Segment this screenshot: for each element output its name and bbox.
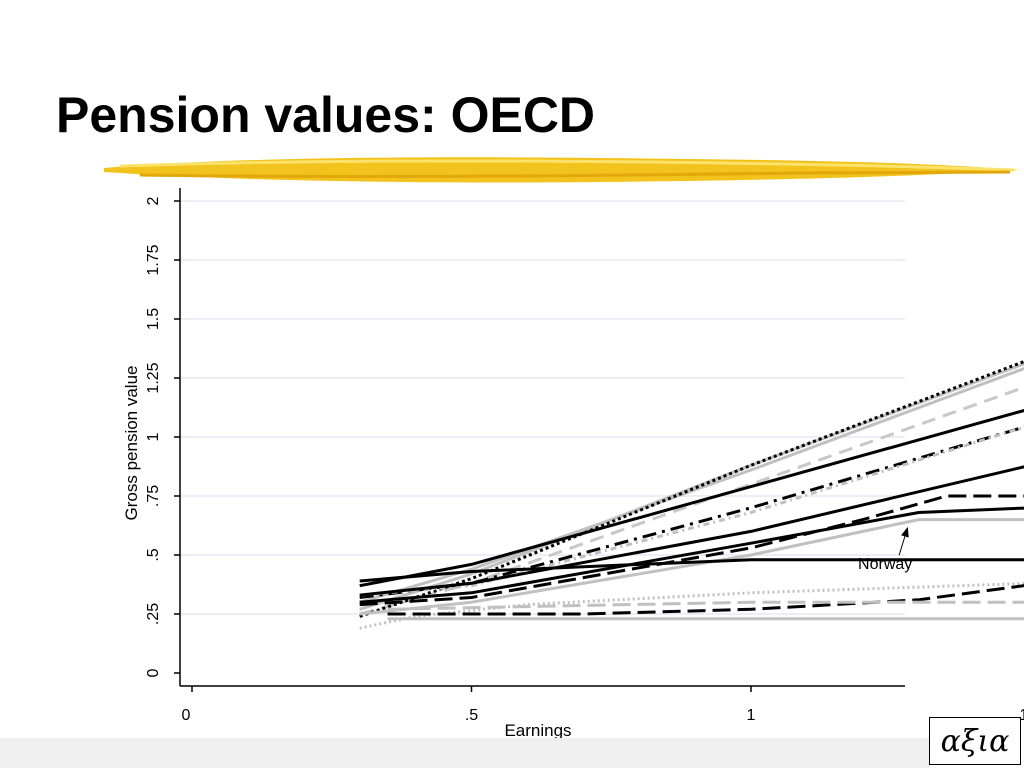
y-tick-label: .5 bbox=[145, 548, 162, 561]
series-line-10 bbox=[359, 494, 1024, 607]
logo-text: αξια bbox=[940, 723, 1010, 759]
annotation-layer: BelgiumSwitzerlandNorway bbox=[858, 526, 912, 573]
series-line-5 bbox=[359, 408, 1024, 588]
y-tick-label: .25 bbox=[145, 603, 162, 625]
y-tick-label: .75 bbox=[145, 485, 162, 507]
x-tick-label: 1.5 bbox=[1019, 707, 1024, 724]
y-tick-label: 1.75 bbox=[145, 244, 162, 275]
x-tick-label: 0 bbox=[182, 707, 191, 724]
series-line-6 bbox=[359, 425, 1024, 599]
series-line-15 bbox=[387, 600, 1024, 611]
footer-band bbox=[0, 738, 929, 768]
series-line-8 bbox=[359, 465, 1024, 597]
series-line-1 bbox=[359, 362, 1024, 611]
y-axis-label: Gross pension value bbox=[122, 366, 141, 521]
y-tick-label: 1 bbox=[145, 432, 162, 441]
series-line-14 bbox=[387, 584, 1024, 616]
annotation-arrow bbox=[898, 526, 909, 556]
x-tick-label: 1 bbox=[747, 707, 756, 724]
series-line-9 bbox=[359, 506, 1024, 604]
series-line-7 bbox=[359, 425, 1024, 597]
y-tick-label: 2 bbox=[145, 196, 162, 205]
series-layer bbox=[359, 359, 1024, 630]
annotation-label: Norway bbox=[858, 556, 912, 573]
logo-box: αξια bbox=[929, 717, 1021, 765]
series-line-2 bbox=[359, 367, 1024, 604]
y-tick-label: 0 bbox=[145, 668, 162, 677]
x-tick-label: .5 bbox=[465, 707, 478, 724]
series-line-12 bbox=[359, 558, 1024, 583]
y-tick-label: 1.25 bbox=[145, 362, 162, 393]
y-tick-label: 1.5 bbox=[145, 308, 162, 330]
x-axis-label: Earnings bbox=[504, 721, 571, 740]
grid-lines bbox=[180, 200, 905, 615]
series-line-3 bbox=[359, 385, 1024, 616]
series-line-11 bbox=[359, 518, 1024, 616]
yellow-highlighter-stroke bbox=[104, 157, 1020, 183]
slide-title: Pension values: OECD bbox=[56, 87, 596, 143]
